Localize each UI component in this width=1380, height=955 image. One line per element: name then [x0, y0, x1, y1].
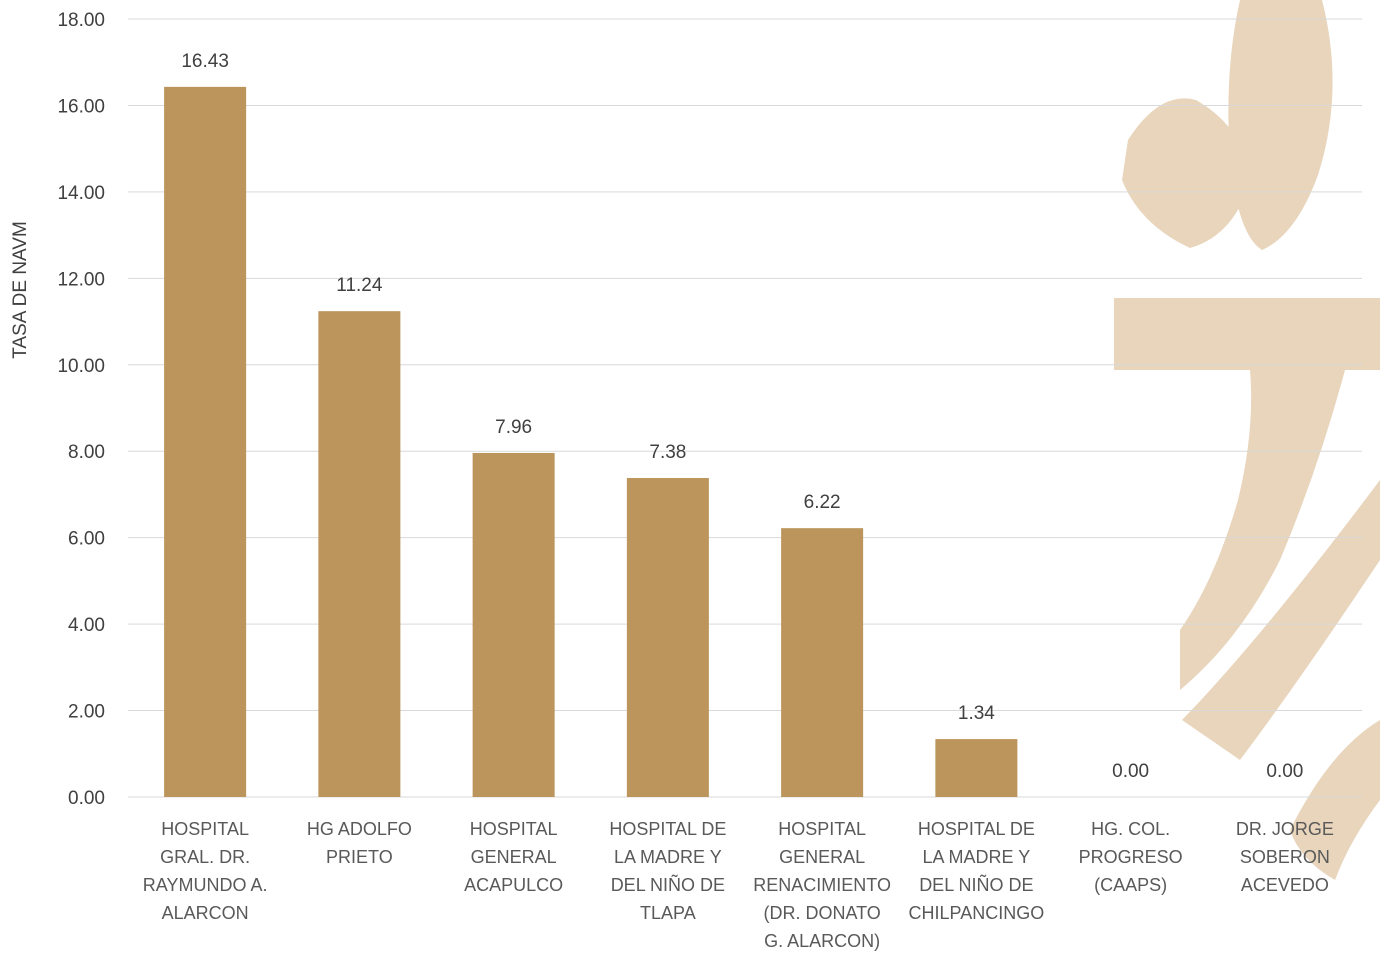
y-axis-ticks: 0.00 2.00 4.00 6.00 8.00 10.00 12.00 14.00 16.00… [57, 10, 105, 809]
watermark-shape [1182, 480, 1380, 760]
y-axis-label: TASA DE NAVM [10, 221, 31, 359]
bar [318, 311, 401, 797]
data-label: 7.96 [495, 417, 532, 438]
watermark-logo [1114, 0, 1380, 880]
y-tick-label: 2.00 [68, 702, 105, 723]
data-labels: 16.43 11.24 7.96 7.38 6.22 1.34 0.00 0.00 [181, 51, 1303, 782]
bar [935, 739, 1018, 797]
category-labels: HOSPITAL GRAL. DR. RAYMUNDO A. ALARCON HG AD… [143, 819, 1334, 951]
category-label: DR. JORGE SOBERON ACEVEDO [1236, 819, 1334, 895]
category-label: HOSPITAL GENERAL RENACIMIENTO (DR. DONATO G.… [753, 819, 891, 951]
bar [781, 528, 864, 797]
y-tick-label: 4.00 [68, 615, 105, 636]
category-label: HOSPITAL GENERAL ACAPULCO [464, 819, 563, 895]
y-tick-label: 8.00 [68, 442, 105, 463]
bar [472, 452, 555, 797]
category-label: HOSPITAL GRAL. DR. RAYMUNDO A. ALARCON [143, 819, 268, 923]
watermark-shape [1228, 0, 1333, 250]
watermark-shape [1122, 98, 1252, 248]
bar [164, 86, 247, 797]
data-label: 0.00 [1266, 761, 1303, 782]
data-label: 6.22 [804, 492, 841, 513]
y-tick-label: 0.00 [68, 788, 105, 809]
category-label: HG. COL. PROGRESO (CAAPS) [1079, 819, 1183, 895]
data-label: 7.38 [649, 442, 686, 463]
category-label: HG ADOLFO PRIETO [307, 819, 412, 867]
data-label: 11.24 [336, 275, 383, 296]
watermark-shape [1180, 370, 1345, 690]
bar [626, 478, 709, 797]
y-tick-label: 16.00 [57, 96, 105, 117]
bars [164, 86, 1018, 797]
y-tick-label: 6.00 [68, 529, 105, 550]
data-label: 1.34 [958, 703, 995, 724]
watermark-shape [1114, 298, 1380, 370]
y-tick-label: 10.00 [57, 356, 105, 377]
y-tick-label: 12.00 [57, 269, 105, 290]
y-tick-label: 14.00 [57, 183, 105, 204]
category-label: HOSPITAL DE LA MADRE Y DEL NIÑO DE TLAPA [609, 819, 726, 923]
category-label: HOSPITAL DE LA MADRE Y DEL NIÑO DE CHILPANC… [909, 819, 1045, 923]
data-label: 16.43 [181, 51, 229, 72]
y-tick-label: 18.00 [57, 10, 105, 31]
data-label: 0.00 [1112, 761, 1149, 782]
watermark-shape [1290, 720, 1380, 880]
